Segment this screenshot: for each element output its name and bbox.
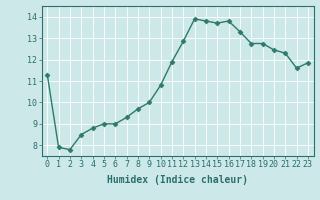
X-axis label: Humidex (Indice chaleur): Humidex (Indice chaleur) (107, 175, 248, 185)
